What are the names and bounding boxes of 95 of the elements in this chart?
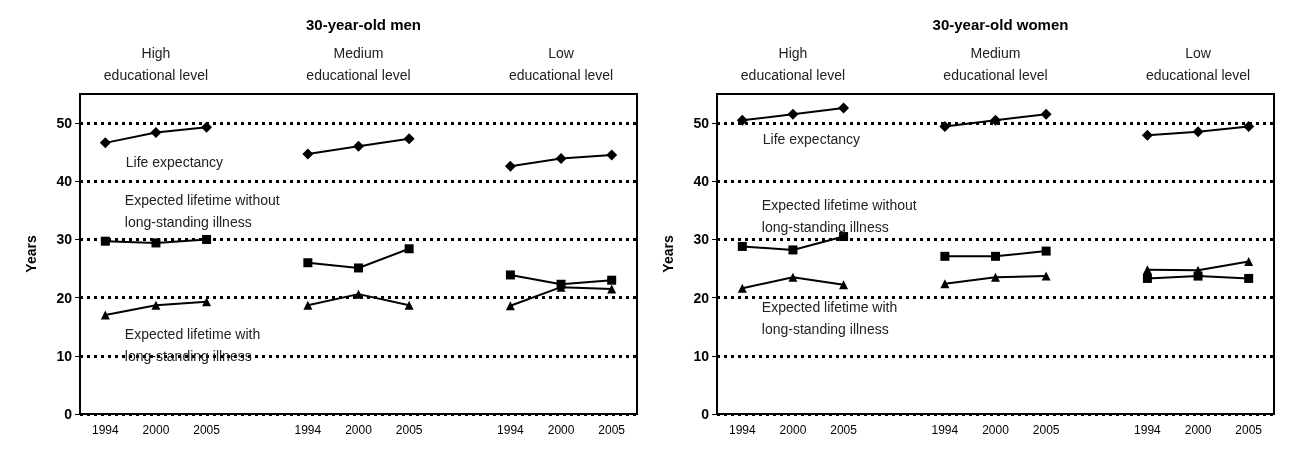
y-tick-label: 10: [693, 347, 710, 364]
y-tick-label: 10: [56, 347, 73, 364]
x-tick-label: 1994: [91, 423, 119, 437]
y-tick-label: 20: [693, 289, 710, 306]
point: [555, 153, 567, 165]
point: [201, 121, 213, 133]
x-tick-label: 1994: [728, 423, 756, 437]
point: [150, 126, 162, 138]
point: [99, 137, 111, 149]
point: [990, 114, 1001, 126]
series-label: Expected lifetime with long-standing illness: [124, 326, 261, 365]
series-label: Expected lifetime with long-standing illness: [761, 299, 898, 338]
x-tick-label: 2000: [779, 423, 807, 437]
series-label: Expected lifetime without long-standing illness: [761, 197, 917, 236]
x-tick-label: 1994: [497, 423, 525, 437]
point: [302, 148, 314, 160]
y-tick-label: 50: [56, 115, 73, 132]
text: Low educational level: [508, 45, 614, 83]
point: [991, 251, 1000, 261]
point: [787, 108, 799, 120]
point: [353, 140, 364, 152]
point: [839, 280, 849, 290]
point: [788, 272, 798, 282]
y-tick-label: 30: [56, 231, 73, 248]
point: [940, 251, 950, 261]
point: [505, 301, 515, 311]
x-tick-label: 2005: [1032, 423, 1060, 437]
series-label: Life expectancy: [125, 153, 224, 170]
text: High educational level: [740, 45, 846, 83]
text: Medium educational level: [943, 45, 1048, 83]
x-tick-label: 1994: [294, 423, 322, 437]
x-tick-label: 2000: [142, 423, 170, 437]
point: [838, 102, 850, 114]
point: [151, 300, 161, 310]
x-tick-label: 2000: [345, 423, 373, 437]
point: [1142, 265, 1152, 275]
point: [1244, 273, 1254, 283]
text: High educational level: [103, 45, 209, 83]
point: [354, 289, 363, 299]
point: [100, 236, 110, 246]
point: [991, 272, 1000, 282]
point: [1040, 108, 1052, 120]
y-tick-label: 40: [693, 173, 710, 190]
point: [607, 275, 617, 285]
point: [202, 297, 212, 307]
point: [303, 300, 313, 310]
y-axis-title: Years: [660, 235, 676, 273]
y-tick-label: 40: [56, 173, 73, 190]
series-label: Expected lifetime without long-standing illness: [124, 192, 280, 231]
point: [1243, 121, 1255, 133]
x-tick-label: 2000: [982, 423, 1010, 437]
y-tick-label: 0: [701, 406, 710, 422]
y-tick-label: 20: [56, 289, 73, 306]
point: [788, 245, 798, 255]
point: [354, 263, 363, 273]
y-axis-title: Years: [23, 235, 39, 273]
x-tick-label: 2005: [598, 423, 626, 437]
point: [504, 160, 516, 172]
point: [151, 238, 161, 248]
point: [1142, 273, 1152, 283]
point: [303, 258, 313, 268]
series-label: Life expectancy: [762, 131, 861, 148]
point: [737, 241, 747, 251]
point: [1141, 129, 1153, 141]
chart-title: 30-year-old women: [932, 16, 1069, 33]
point: [1244, 257, 1254, 267]
text: Medium educational level: [306, 45, 411, 83]
point: [1041, 271, 1051, 281]
x-tick-label: 2005: [1235, 423, 1263, 437]
point: [940, 279, 950, 289]
x-tick-label: 2005: [395, 423, 423, 437]
point: [403, 133, 415, 145]
point: [100, 310, 110, 320]
y-tick-label: 0: [64, 406, 73, 422]
point: [202, 234, 212, 244]
point: [737, 283, 747, 293]
y-tick-label: 30: [693, 231, 710, 248]
point: [606, 149, 618, 161]
y-tick-label: 50: [693, 115, 710, 132]
text: Low educational level: [1145, 45, 1251, 83]
point: [404, 244, 414, 254]
x-tick-label: 2005: [830, 423, 858, 437]
point: [939, 121, 951, 133]
x-tick-label: 2000: [547, 423, 575, 437]
x-tick-label: 1994: [1134, 423, 1162, 437]
x-tick-label: 1994: [931, 423, 959, 437]
point: [1192, 126, 1204, 138]
point: [1193, 265, 1203, 275]
point: [736, 114, 748, 126]
x-tick-label: 2005: [193, 423, 221, 437]
point: [1041, 246, 1051, 256]
point: [404, 300, 414, 310]
chart-title: 30-year-old men: [305, 16, 422, 33]
point: [505, 270, 515, 280]
x-tick-label: 2000: [1184, 423, 1212, 437]
